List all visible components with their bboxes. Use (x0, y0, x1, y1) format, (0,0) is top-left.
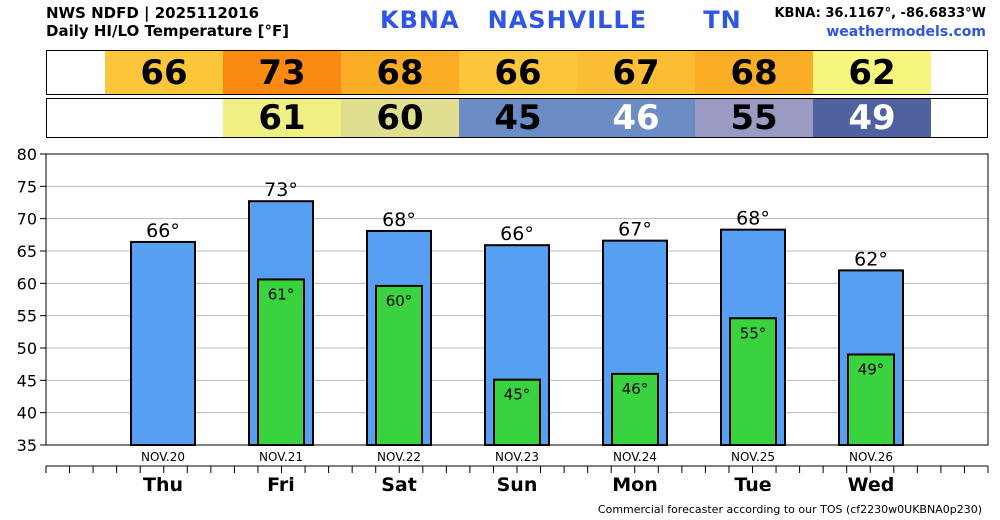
y-tick-label: 40 (17, 404, 37, 423)
state-code: TN (703, 6, 742, 34)
plot-frame (45, 153, 989, 446)
day-label: Tue (734, 474, 771, 496)
lo-cell: 49 (813, 98, 931, 138)
model-run-label: NWS NDFD | 2025112016 (46, 4, 260, 22)
low-label: 45° (504, 386, 531, 404)
city-name: NASHVILLE (487, 6, 648, 34)
hi-cell: 73 (223, 51, 341, 94)
low-bar (493, 378, 541, 447)
date-label: NOV.20 (141, 450, 185, 464)
low-label: 61° (268, 285, 295, 303)
station-coords: KBNA: 36.1167°, -86.6833°W (774, 6, 986, 21)
station-code: KBNA (380, 6, 460, 34)
hi-cell: 66 (105, 51, 223, 94)
location-title: KBNA NASHVILLE TN (380, 6, 760, 34)
y-tick-label: 45 (17, 371, 37, 390)
hi-cell: 66 (459, 51, 577, 94)
day-label: Sun (497, 474, 538, 496)
hi-cell: 67 (577, 51, 695, 94)
low-bar (729, 317, 777, 446)
day-label: Sat (381, 474, 417, 496)
low-label: 46° (622, 380, 649, 398)
header-right: KBNA: 36.1167°, -86.6833°W weathermodels… (774, 4, 986, 42)
low-bar (257, 278, 305, 446)
lo-cell: 60 (341, 98, 459, 138)
footer-note: Commercial forecaster according to our T… (597, 503, 982, 516)
lo-cell: 55 (695, 98, 813, 138)
high-label: 62° (854, 248, 888, 270)
day-label: Wed (848, 474, 895, 496)
y-tick-label: 65 (17, 242, 37, 261)
lo-cell: 45 (459, 98, 577, 138)
header-info: NWS NDFD | 2025112016 Daily HI/LO Temper… (46, 4, 289, 40)
day-label: Thu (143, 474, 183, 496)
y-tick-label: 60 (17, 274, 37, 293)
high-label: 66° (500, 223, 534, 245)
hi-cell: 68 (695, 51, 813, 94)
high-bar (130, 240, 196, 446)
site-link[interactable]: weathermodels.com (826, 24, 986, 40)
high-label: 73° (264, 179, 298, 201)
low-label: 55° (740, 324, 767, 342)
lo-cell (105, 99, 223, 137)
low-label: 60° (386, 292, 413, 310)
hi-cell: 68 (341, 51, 459, 94)
date-label: NOV.26 (849, 450, 893, 464)
high-label: 68° (382, 209, 416, 231)
product-title: Daily HI/LO Temperature [°F] (46, 22, 290, 40)
high-temp-strip: 66 73 68 66 67 68 62 (46, 50, 988, 95)
hi-cell: 62 (813, 51, 931, 94)
y-tick-label: 50 (17, 339, 37, 358)
y-tick-label: 80 (17, 145, 37, 164)
date-label: NOV.22 (377, 450, 421, 464)
date-label: NOV.21 (259, 450, 303, 464)
y-tick-label: 55 (17, 307, 37, 326)
low-bar (375, 284, 423, 447)
high-label: 67° (618, 219, 652, 241)
day-label: Fri (267, 474, 295, 496)
y-tick-label: 70 (17, 210, 37, 229)
y-tick-label: 75 (17, 177, 37, 196)
day-label: Mon (612, 474, 658, 496)
date-label: NOV.24 (613, 450, 657, 464)
high-label: 66° (146, 220, 180, 242)
date-label: NOV.25 (731, 450, 775, 464)
y-tick-label: 35 (17, 436, 37, 455)
high-label: 68° (736, 208, 770, 230)
low-label: 49° (858, 360, 885, 378)
low-temp-strip: 61 60 45 46 55 49 (46, 98, 988, 138)
lo-cell: 61 (223, 98, 341, 138)
lo-cell: 46 (577, 98, 695, 138)
date-label: NOV.23 (495, 450, 539, 464)
